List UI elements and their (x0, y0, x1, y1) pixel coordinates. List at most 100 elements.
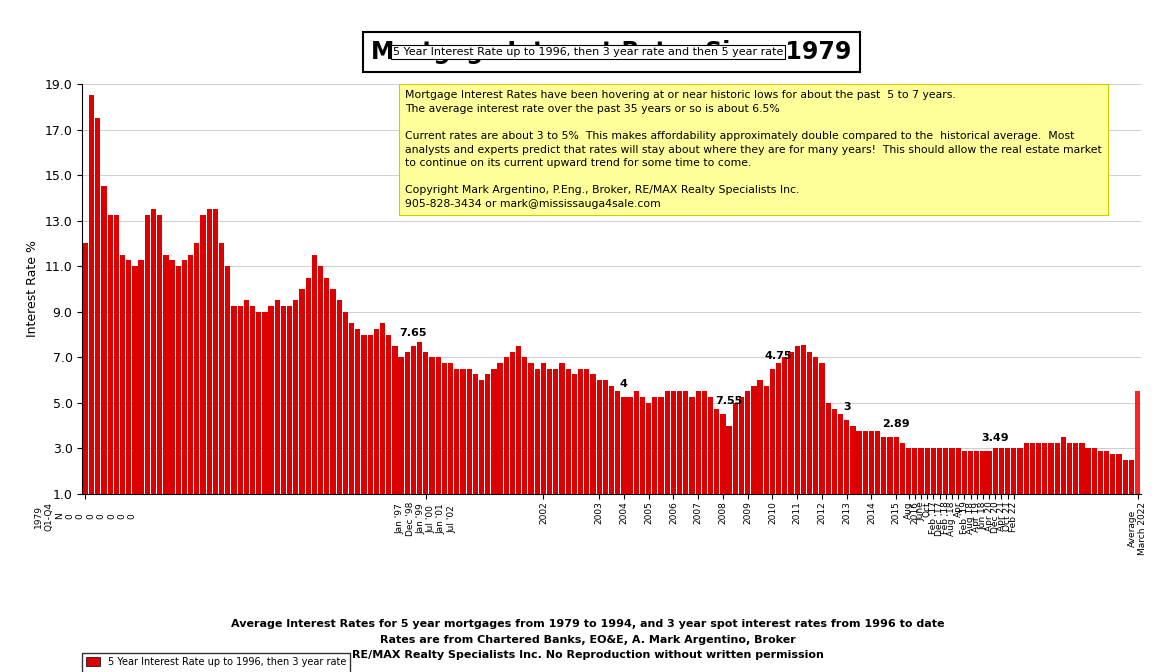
Bar (275, 300, 280, 517)
Bar (993, 448, 998, 517)
Bar (1030, 443, 1035, 517)
Bar (763, 386, 769, 517)
Title: Mortgage Interest Rates Since 1979: Mortgage Interest Rates Since 1979 (372, 40, 851, 64)
Bar (207, 209, 212, 517)
Bar (727, 425, 731, 517)
Bar (1055, 443, 1060, 517)
Bar (1080, 443, 1084, 517)
Bar (720, 414, 726, 517)
Bar (318, 266, 323, 517)
Bar (708, 397, 713, 517)
Bar (788, 351, 794, 517)
Bar (590, 374, 595, 517)
Bar (683, 391, 688, 517)
Text: 7.65: 7.65 (400, 328, 427, 338)
Bar (795, 346, 800, 517)
Bar (435, 358, 441, 517)
Bar (628, 397, 633, 517)
Bar (268, 306, 274, 517)
Bar (355, 329, 360, 517)
Bar (826, 403, 830, 517)
Bar (399, 358, 403, 517)
Bar (120, 255, 125, 517)
Bar (547, 369, 553, 517)
Bar (145, 215, 151, 517)
Bar (924, 448, 930, 517)
Bar (492, 369, 496, 517)
Bar (238, 306, 242, 517)
Text: 4.75: 4.75 (764, 351, 793, 361)
Bar (1091, 448, 1097, 517)
Bar (770, 369, 775, 517)
Bar (943, 448, 948, 517)
Bar (850, 425, 856, 517)
Bar (863, 431, 868, 517)
Bar (930, 448, 936, 517)
Bar (467, 369, 472, 517)
Bar (894, 437, 898, 517)
Bar (1061, 437, 1065, 517)
Bar (906, 448, 911, 517)
Bar (497, 363, 503, 517)
Text: Average Interest Rates for 5 year mortgages from 1979 to 1994, and 3 year spot i: Average Interest Rates for 5 year mortga… (232, 619, 944, 661)
Text: 3: 3 (843, 402, 850, 412)
Bar (875, 431, 881, 517)
Bar (293, 300, 299, 517)
Bar (553, 369, 559, 517)
Bar (1129, 460, 1134, 517)
Bar (572, 374, 577, 517)
Bar (374, 329, 379, 517)
Bar (200, 215, 206, 517)
Bar (336, 300, 342, 517)
Bar (837, 414, 843, 517)
Bar (169, 261, 175, 517)
Bar (312, 255, 318, 517)
Bar (782, 358, 788, 517)
Bar (460, 369, 466, 517)
Bar (577, 369, 583, 517)
Y-axis label: Interest Rate %: Interest Rate % (26, 241, 39, 337)
Bar (132, 266, 138, 517)
Bar (609, 386, 614, 517)
Bar (962, 451, 967, 517)
Bar (367, 335, 373, 517)
Bar (689, 397, 695, 517)
Bar (596, 380, 602, 517)
Bar (423, 351, 428, 517)
Bar (454, 369, 460, 517)
Bar (653, 397, 657, 517)
Bar (479, 380, 485, 517)
Bar (89, 95, 94, 517)
Bar (503, 358, 509, 517)
Bar (856, 431, 862, 517)
Bar (949, 448, 955, 517)
Bar (974, 451, 980, 517)
Bar (393, 346, 397, 517)
Text: 5 Year Interest Rate up to 1996, then 3 year rate and then 5 year rate: 5 Year Interest Rate up to 1996, then 3 … (393, 47, 783, 56)
Bar (831, 409, 837, 517)
Bar (541, 363, 546, 517)
Bar (448, 363, 453, 517)
Bar (410, 346, 416, 517)
Bar (151, 209, 156, 517)
Bar (1085, 448, 1091, 517)
Bar (107, 215, 113, 517)
Bar (405, 351, 410, 517)
Bar (634, 391, 639, 517)
Text: 2.89: 2.89 (882, 419, 910, 429)
Bar (820, 363, 824, 517)
Bar (733, 403, 739, 517)
Bar (670, 391, 676, 517)
Bar (256, 312, 261, 517)
Bar (1042, 443, 1048, 517)
Bar (1123, 460, 1128, 517)
Bar (981, 451, 985, 517)
Bar (1011, 448, 1016, 517)
Bar (188, 255, 193, 517)
Bar (330, 289, 335, 517)
Bar (528, 363, 534, 517)
Bar (968, 451, 973, 517)
Bar (429, 358, 435, 517)
Bar (225, 266, 230, 517)
Bar (955, 448, 961, 517)
